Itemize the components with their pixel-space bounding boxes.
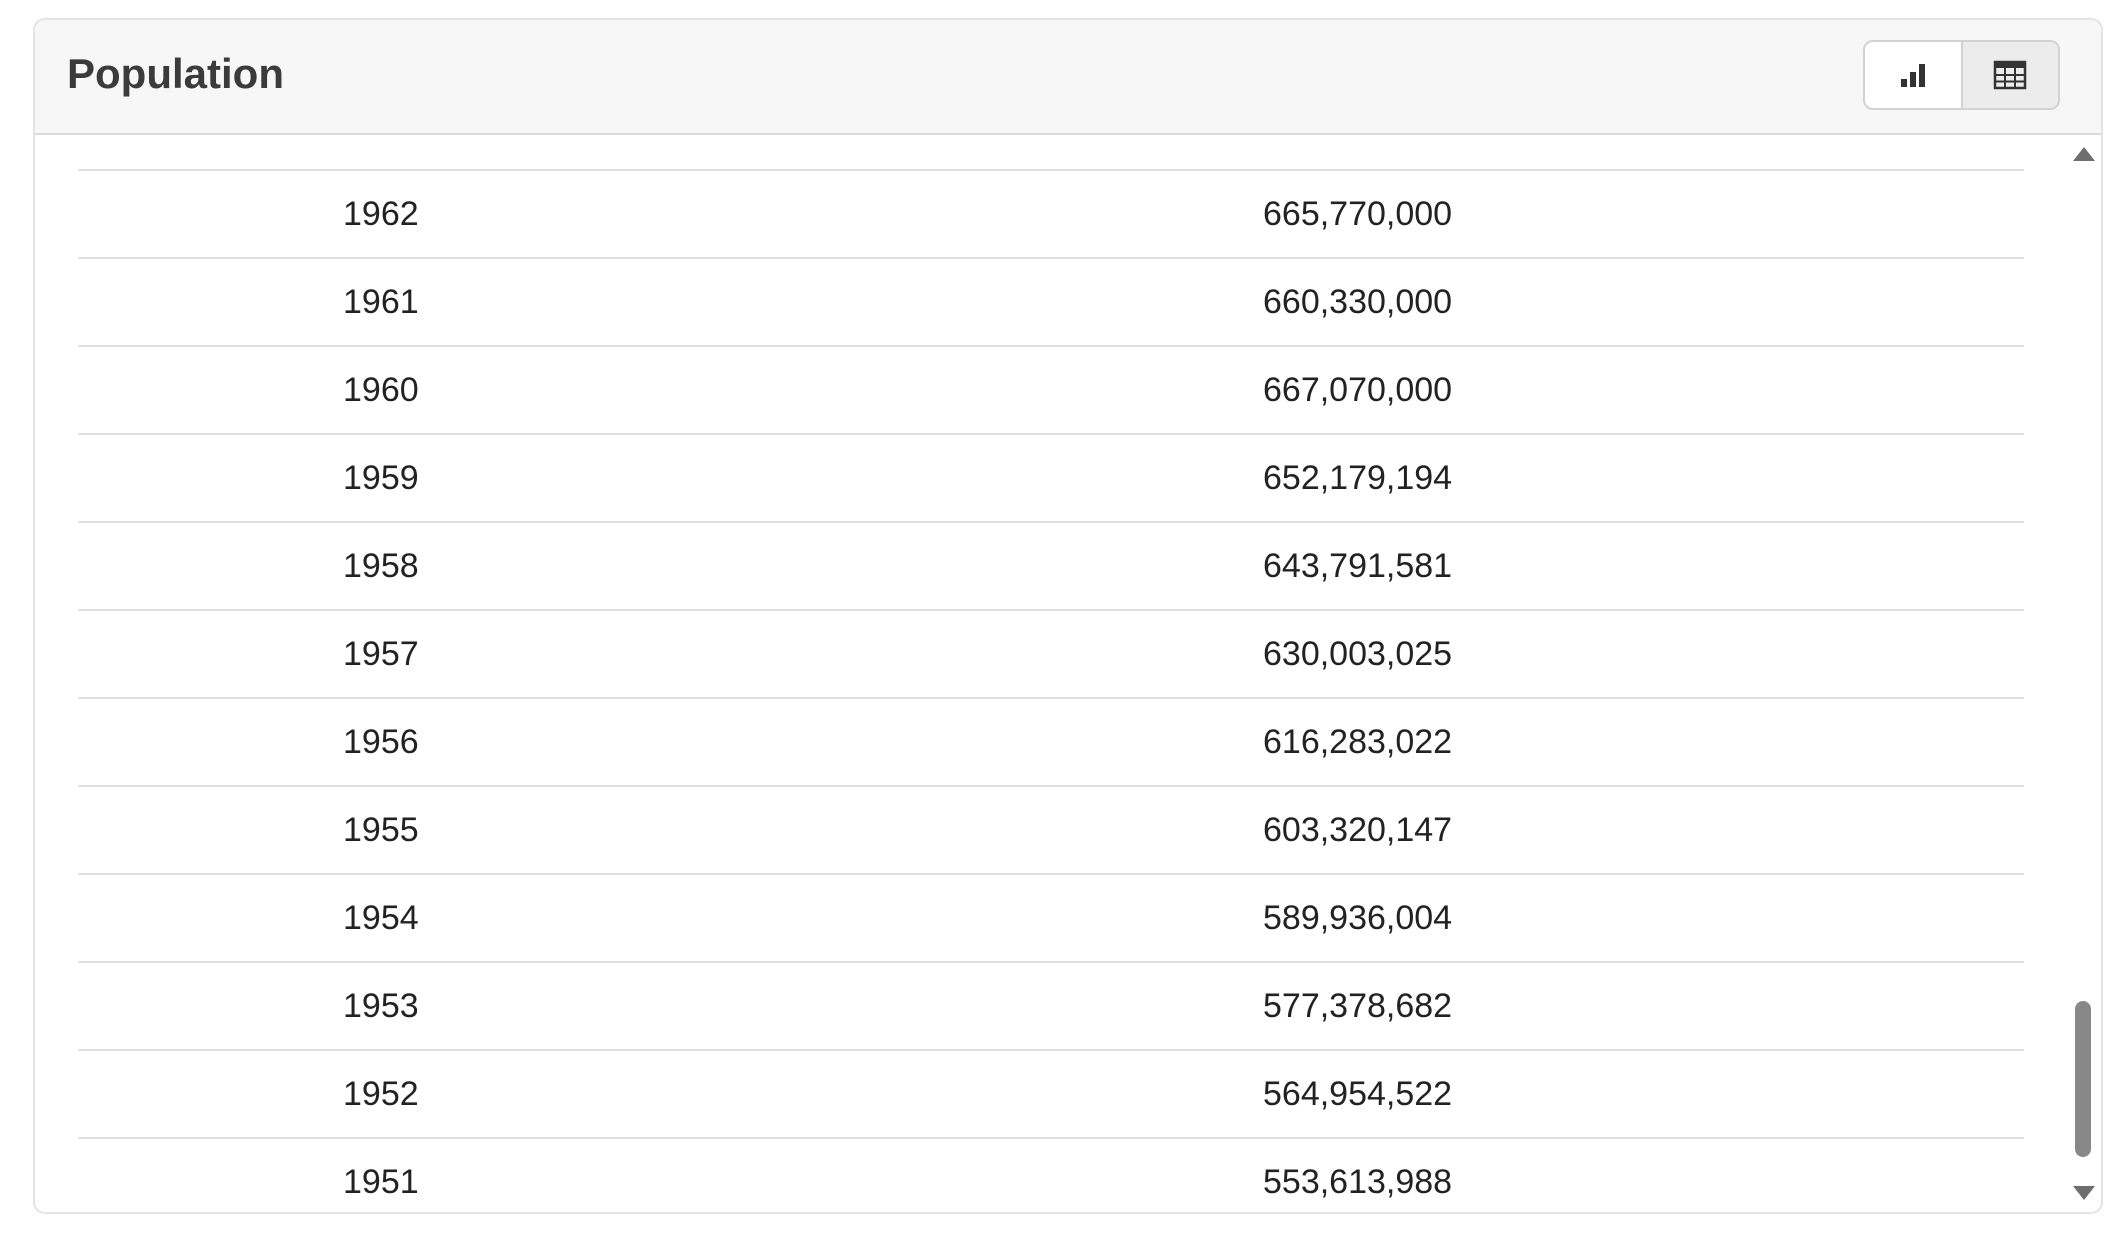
year-cell: 1955 xyxy=(343,811,419,849)
table-row: 1958 643,791,581 xyxy=(78,523,2024,611)
year-cell: 1953 xyxy=(343,987,419,1025)
population-cell: 553,613,988 xyxy=(1263,1163,1453,1201)
scroll-down-arrow-icon[interactable] xyxy=(2073,1186,2095,1200)
year-cell: 1957 xyxy=(343,635,419,673)
table-row: 1955 603,320,147 xyxy=(78,787,2024,875)
table-row: 1951 553,613,988 xyxy=(78,1139,2024,1212)
population-cell: 665,770,000 xyxy=(1263,195,1453,233)
population-cell: 577,378,682 xyxy=(1263,987,1453,1025)
table-row: 1952 564,954,522 xyxy=(78,1051,2024,1139)
table-row: 1960 667,070,000 xyxy=(78,347,2024,435)
year-cell: 1951 xyxy=(343,1163,419,1201)
population-cell: 589,936,004 xyxy=(1263,899,1453,937)
population-cell: 667,070,000 xyxy=(1263,371,1453,409)
table-icon xyxy=(1994,60,2027,90)
population-cell: 643,791,581 xyxy=(1263,547,1453,585)
scrollbar[interactable] xyxy=(2065,135,2101,1212)
year-cell: 1956 xyxy=(343,723,419,761)
population-cell: 564,954,522 xyxy=(1263,1075,1453,1113)
bar-chart-icon xyxy=(1900,64,1925,87)
population-card: Population 1962 6 xyxy=(33,18,2103,1214)
year-cell: 1960 xyxy=(343,371,419,409)
table-row: 1953 577,378,682 xyxy=(78,963,2024,1051)
table-row: 1954 589,936,004 xyxy=(78,875,2024,963)
year-cell: 1954 xyxy=(343,899,419,937)
card-header: Population xyxy=(35,20,2101,135)
year-cell: 1959 xyxy=(343,459,419,497)
table-viewport: 1962 665,770,000 1961 660,330,000 1960 667,07… xyxy=(35,135,2101,1212)
card-title: Population xyxy=(67,50,284,97)
population-cell: 630,003,025 xyxy=(1263,635,1453,673)
table-view-button[interactable] xyxy=(1960,42,2058,108)
population-cell: 616,283,022 xyxy=(1263,723,1453,761)
year-cell: 1961 xyxy=(343,283,419,321)
year-cell: 1958 xyxy=(343,547,419,585)
chart-view-button[interactable] xyxy=(1865,42,1961,108)
population-cell: 603,320,147 xyxy=(1263,811,1453,849)
table-row: 1959 652,179,194 xyxy=(78,435,2024,523)
population-table: 1962 665,770,000 1961 660,330,000 1960 667,07… xyxy=(78,169,2024,1212)
table-row: 1957 630,003,025 xyxy=(78,611,2024,699)
population-cell: 660,330,000 xyxy=(1263,283,1453,321)
year-cell: 1962 xyxy=(343,195,419,233)
year-cell: 1952 xyxy=(343,1075,419,1113)
scrollbar-thumb[interactable] xyxy=(2075,1001,2091,1157)
table-row: 1956 616,283,022 xyxy=(78,699,2024,787)
scroll-up-arrow-icon[interactable] xyxy=(2073,147,2095,161)
table-row: 1962 665,770,000 xyxy=(78,171,2024,259)
population-cell: 652,179,194 xyxy=(1263,459,1453,497)
view-toggle-group xyxy=(1863,40,2060,110)
table-row: 1961 660,330,000 xyxy=(78,259,2024,347)
